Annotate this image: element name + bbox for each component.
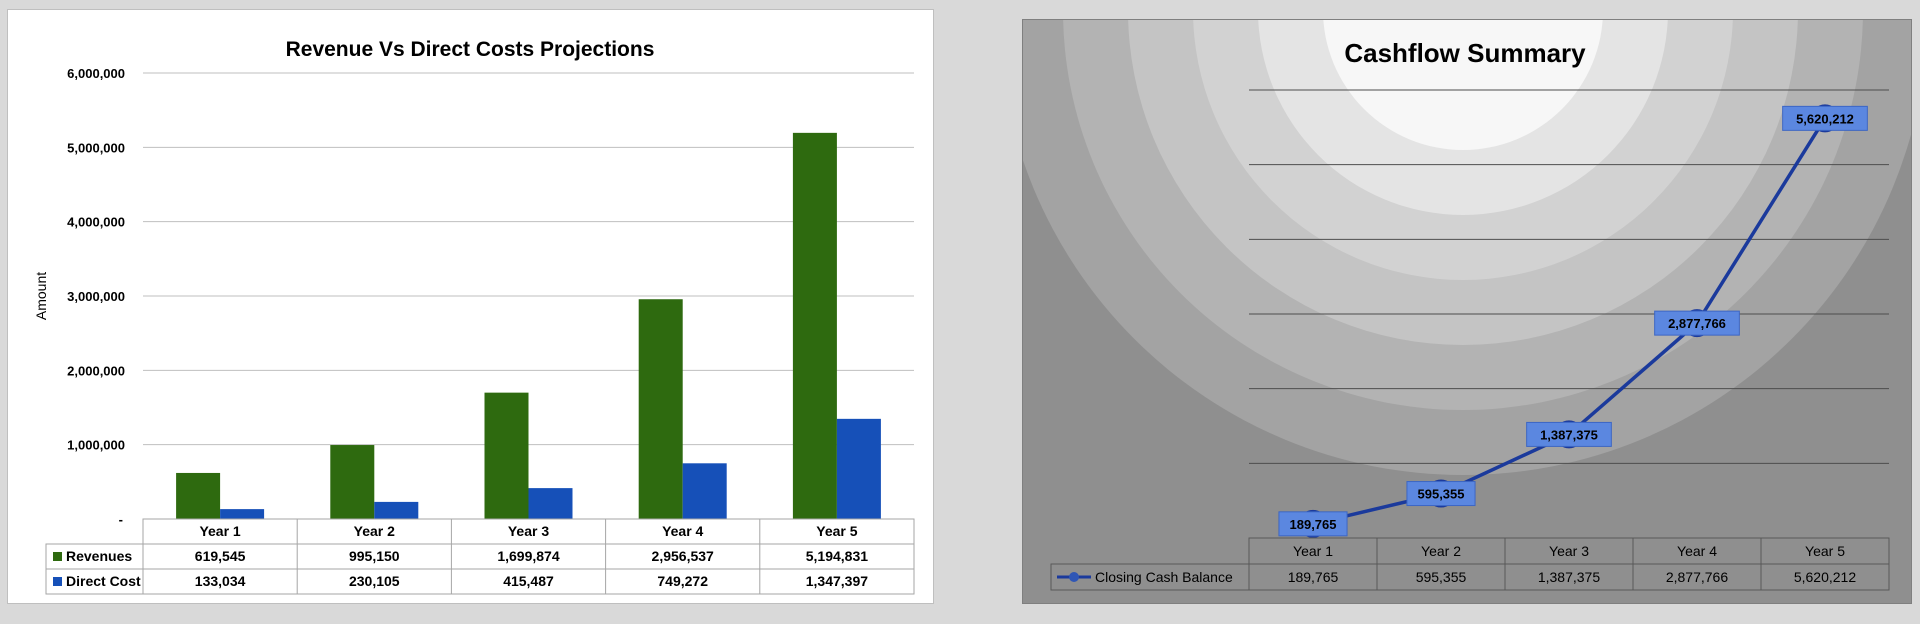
cashflow-summary-chart: Cashflow Summary 189,765 595,355 1,387,375 2… bbox=[1022, 19, 1912, 604]
data-label: 189,765 bbox=[1290, 517, 1337, 532]
data-label-box bbox=[1654, 310, 1740, 336]
bar-direct-cost bbox=[528, 488, 573, 519]
data-label: 749,272 bbox=[657, 573, 708, 589]
legend-key bbox=[53, 577, 62, 586]
data-label-box bbox=[1526, 421, 1612, 447]
bar-revenues bbox=[330, 445, 375, 519]
data-label: 189,765 bbox=[1288, 569, 1339, 585]
legend-label: Closing Cash Balance bbox=[1095, 569, 1233, 585]
x-tick-label: Year 3 bbox=[1549, 543, 1589, 559]
data-label: 5,620,212 bbox=[1796, 111, 1854, 126]
bar-direct-cost bbox=[220, 509, 265, 519]
data-label: 230,105 bbox=[349, 573, 400, 589]
data-label-box bbox=[1278, 511, 1348, 537]
data-label: 2,956,537 bbox=[652, 548, 714, 564]
y-tick-label: 4,000,000 bbox=[67, 215, 125, 230]
bar-direct-cost bbox=[682, 463, 727, 519]
x-tick-label: Year 2 bbox=[1421, 543, 1461, 559]
bar-direct-cost bbox=[836, 418, 881, 519]
data-label: 595,355 bbox=[1416, 569, 1467, 585]
legend-label: Revenues bbox=[66, 548, 132, 564]
data-label: 1,699,874 bbox=[497, 548, 559, 564]
bar-revenues bbox=[792, 132, 837, 519]
x-tick-label: Year 4 bbox=[662, 523, 703, 539]
chart-title: Revenue Vs Direct Costs Projections bbox=[286, 38, 655, 61]
x-tick-label: Year 5 bbox=[816, 523, 857, 539]
y-axis-label: Amount bbox=[33, 272, 49, 320]
bar-direct-cost bbox=[374, 501, 419, 519]
line-chart-svg: Cashflow Summary 189,765 595,355 1,387,375 2… bbox=[1023, 20, 1911, 603]
legend-label: Direct Cost bbox=[66, 573, 141, 589]
data-label: 595,355 bbox=[1418, 487, 1465, 502]
bar-revenues bbox=[638, 299, 683, 519]
chart-title: Cashflow Summary bbox=[1344, 38, 1586, 68]
x-tick-label: Year 3 bbox=[508, 523, 549, 539]
data-label: 133,034 bbox=[195, 573, 246, 589]
y-tick-label: 3,000,000 bbox=[67, 289, 125, 304]
data-label: 5,620,212 bbox=[1794, 569, 1856, 585]
bar-revenues bbox=[484, 392, 529, 519]
data-table: Year 1 Year 2 Year 3 Year 4 Year 5 Closing Ca… bbox=[1050, 537, 1890, 591]
data-label: 619,545 bbox=[195, 548, 246, 564]
data-label-box bbox=[1782, 105, 1868, 131]
background-ring bbox=[1323, 20, 1603, 150]
data-label-box bbox=[1406, 481, 1476, 507]
x-tick-label: Year 1 bbox=[1293, 543, 1333, 559]
background-rings bbox=[1023, 20, 1911, 603]
data-label: 5,194,831 bbox=[806, 548, 868, 564]
data-label: 1,347,397 bbox=[806, 573, 868, 589]
y-tick-label: 5,000,000 bbox=[67, 140, 125, 155]
data-label: 1,387,375 bbox=[1540, 427, 1598, 442]
y-tick-label: 1,000,000 bbox=[67, 438, 125, 453]
revenue-vs-costs-chart: Revenue Vs Direct Costs Projections Amoun… bbox=[7, 9, 934, 604]
x-tick-label: Year 4 bbox=[1677, 543, 1717, 559]
bar-revenues bbox=[176, 472, 221, 519]
legend-marker bbox=[1069, 572, 1079, 582]
data-label: 995,150 bbox=[349, 548, 400, 564]
x-tick-label: Year 5 bbox=[1805, 543, 1845, 559]
legend-key bbox=[53, 552, 62, 561]
data-label: 415,487 bbox=[503, 573, 554, 589]
x-tick-label: Year 2 bbox=[354, 523, 395, 539]
data-label: 1,387,375 bbox=[1538, 569, 1600, 585]
data-label: 2,877,766 bbox=[1666, 569, 1728, 585]
bar-chart-svg: Revenue Vs Direct Costs Projections Amoun… bbox=[33, 38, 915, 595]
y-tick-label: 6,000,000 bbox=[67, 66, 125, 81]
data-table: Year 1 Year 2 Year 3 Year 4 Year 5 Revenues 61… bbox=[45, 518, 915, 595]
x-tick-label: Year 1 bbox=[199, 523, 240, 539]
y-tick-label: - bbox=[119, 512, 123, 527]
y-tick-label: 2,000,000 bbox=[67, 363, 125, 378]
data-label: 2,877,766 bbox=[1668, 316, 1726, 331]
